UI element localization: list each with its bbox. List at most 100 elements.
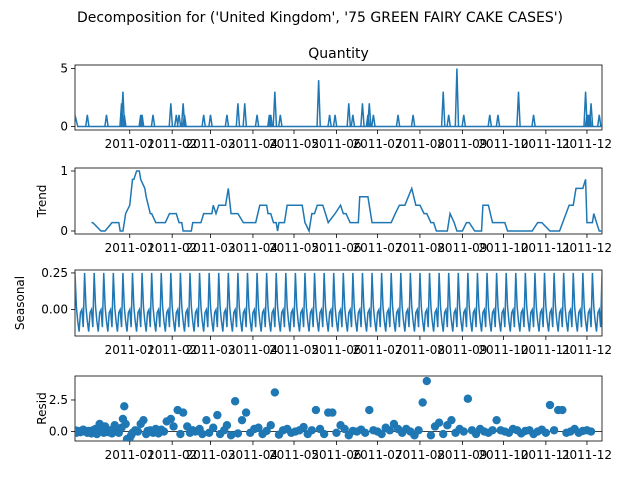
data-spike	[495, 114, 501, 127]
x-tick-label: 2011-06	[311, 241, 361, 255]
x-tick-label: 2011-07	[352, 137, 402, 151]
resid-point	[233, 429, 243, 438]
x-tick-label: 2011-10	[478, 137, 528, 151]
plot-area	[75, 68, 602, 128]
resid-point	[586, 427, 596, 436]
data-spike	[531, 114, 536, 127]
x-tick-label: 2011-05	[269, 241, 319, 255]
data-spike	[350, 114, 356, 127]
x-tick-label: 2011-11	[521, 448, 571, 462]
data-spike	[440, 91, 446, 127]
x-tick-label: 2011-02	[147, 448, 197, 462]
resid-point	[139, 415, 148, 425]
x-tick-label: 2011-08	[395, 241, 445, 255]
data-spike	[121, 114, 127, 127]
data-spike	[138, 114, 144, 127]
resid-point	[360, 428, 370, 437]
resid-point	[209, 423, 218, 432]
resid-point	[545, 400, 555, 410]
plot-area	[75, 272, 602, 332]
resid-point	[299, 422, 308, 432]
resid-point	[447, 415, 456, 425]
data-spike	[176, 114, 182, 127]
resid-point	[266, 421, 275, 430]
x-tick-label: 2011-04	[228, 241, 278, 255]
y-tick-label: 0.00	[41, 303, 68, 317]
data-spike	[150, 114, 156, 127]
data-spike	[454, 68, 460, 127]
figure-title: Decomposition for ('United Kingdom', '75…	[77, 10, 563, 26]
x-tick-label: 2011-09	[437, 448, 487, 462]
data-spike	[277, 114, 283, 127]
resid-point	[340, 424, 349, 434]
resid-point	[159, 427, 169, 436]
y-tick-label: 0.0	[49, 425, 68, 439]
x-tick-label: 2011-06	[311, 343, 361, 357]
x-tick-label: 2011-08	[395, 448, 445, 462]
resid-point	[365, 405, 374, 415]
x-tick-label: 2011-01	[105, 448, 155, 462]
x-tick-label: 2011-05	[269, 137, 319, 151]
resid-point	[319, 429, 329, 439]
axes-frame	[74, 269, 603, 337]
series-line-seasonal	[75, 272, 602, 332]
panel-1: Quantity052011-012011-022011-032011-0420…	[60, 46, 612, 151]
y-tick-label: 0	[60, 224, 68, 238]
data-spike	[168, 103, 174, 127]
plot-area	[91, 170, 602, 234]
data-spike	[224, 114, 230, 127]
data-spike	[461, 114, 467, 127]
x-tick-label: 2011-01	[105, 241, 155, 255]
x-tick-label: 2011-03	[185, 137, 235, 151]
resid-point	[418, 398, 427, 407]
y-axis-label: Seasonal	[13, 276, 27, 330]
data-spike	[268, 114, 274, 127]
y-tick-label: 0.25	[41, 266, 68, 280]
resid-point	[541, 428, 551, 437]
x-tick-label: 2011-06	[311, 448, 361, 462]
resid-point	[422, 376, 431, 386]
data-spike	[316, 80, 322, 127]
resid-point	[230, 397, 240, 406]
resid-point	[463, 394, 473, 403]
data-spike	[182, 114, 187, 127]
resid-point	[439, 429, 448, 439]
resid-point	[121, 419, 130, 429]
data-spike	[516, 91, 521, 127]
resid-point	[178, 408, 188, 417]
x-tick-label: 2011-12	[562, 343, 612, 357]
resid-point	[270, 388, 280, 397]
x-tick-label: 2011-08	[395, 343, 445, 357]
x-tick-label: 2011-11	[521, 137, 571, 151]
y-tick-label: 2.5	[49, 393, 68, 407]
x-tick-label: 2011-01	[105, 343, 155, 357]
x-tick-label: 2011-03	[185, 343, 235, 357]
x-tick-label: 2011-05	[269, 343, 319, 357]
axes-frame	[74, 375, 603, 442]
resid-point	[488, 426, 497, 435]
data-spike	[446, 114, 452, 127]
x-tick-label: 2011-04	[228, 343, 278, 357]
x-tick-label: 2011-03	[185, 448, 235, 462]
resid-point	[414, 426, 423, 435]
data-spike	[487, 114, 493, 127]
x-tick-label: 2011-06	[311, 137, 361, 151]
resid-point	[377, 429, 386, 439]
resid-point	[307, 426, 317, 435]
data-spike	[596, 114, 602, 127]
x-tick-label: 2011-02	[147, 241, 197, 255]
resid-point	[426, 431, 436, 440]
y-tick-label: 5	[60, 61, 68, 75]
resid-point	[549, 426, 559, 435]
y-axis-label: Trend	[35, 185, 49, 219]
x-tick-label: 2011-12	[562, 448, 612, 462]
panel-2: Trend012011-012011-022011-032011-042011-…	[35, 164, 612, 255]
x-tick-label: 2011-03	[185, 241, 235, 255]
data-spike	[235, 103, 241, 127]
resid-point	[169, 422, 178, 431]
data-spike	[395, 114, 401, 127]
data-spike	[332, 114, 338, 127]
data-spike	[139, 114, 145, 127]
